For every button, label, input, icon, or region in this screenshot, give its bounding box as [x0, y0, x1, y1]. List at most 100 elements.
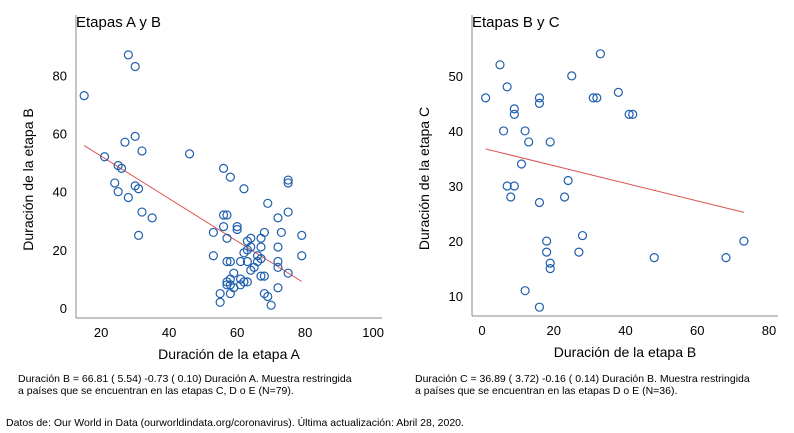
- y-tick-label: 30: [449, 179, 463, 194]
- data-point: [273, 242, 283, 252]
- data-point: [232, 224, 242, 235]
- data-point: [509, 181, 519, 191]
- y-tick-label: 0: [60, 301, 67, 316]
- data-point: [297, 251, 307, 261]
- data-point: [184, 149, 195, 159]
- data-point: [498, 126, 509, 136]
- data-point: [263, 198, 273, 208]
- data-point: [506, 192, 516, 202]
- data-point: [516, 159, 527, 169]
- data-point: [218, 163, 229, 174]
- y-tick-label: 40: [53, 185, 67, 200]
- x-tick-label: 100: [362, 325, 384, 340]
- data-point: [133, 230, 144, 240]
- data-point: [225, 256, 235, 267]
- data-point: [542, 247, 552, 257]
- chart-title: Etapas B y C: [472, 14, 560, 31]
- data-point: [297, 230, 307, 240]
- data-point: [113, 187, 123, 197]
- y-tick-label: 20: [449, 234, 463, 249]
- data-point: [559, 192, 570, 202]
- data-point: [502, 181, 512, 191]
- data-point: [574, 247, 584, 257]
- data-point: [283, 175, 293, 185]
- data-point: [563, 175, 573, 186]
- data-point: [502, 82, 512, 92]
- data-point: [123, 50, 133, 60]
- data-point: [283, 268, 293, 278]
- x-tick-label: 40: [618, 323, 632, 338]
- data-point: [283, 178, 293, 188]
- data-point: [218, 222, 229, 232]
- data-point: [266, 300, 276, 310]
- data-point: [263, 291, 273, 302]
- data-point: [520, 126, 530, 136]
- x-tick-label: 40: [162, 325, 176, 340]
- y-tick-label: 10: [449, 289, 463, 304]
- x-tick-label: 80: [298, 325, 312, 340]
- data-point: [273, 283, 283, 293]
- data-point: [256, 271, 266, 281]
- data-point: [256, 242, 266, 252]
- y-axis-title: Duración de la etapa B: [20, 108, 36, 250]
- source-note: Datos de: Our World in Data (ourworldind…: [6, 417, 464, 429]
- data-point: [137, 207, 147, 217]
- data-point: [218, 210, 229, 220]
- data-point: [273, 256, 283, 267]
- x-tick-label: 80: [762, 323, 776, 338]
- data-point: [133, 184, 144, 194]
- data-point: [542, 236, 552, 246]
- caption-right: Duración C = 36.89 ( 3.72) -0.16 ( 0.14)…: [415, 373, 794, 397]
- data-point: [242, 256, 252, 267]
- data-point: [534, 197, 545, 208]
- data-point: [130, 61, 140, 72]
- y-tick-label: 20: [53, 243, 67, 258]
- data-point: [242, 245, 252, 255]
- chart-title: Etapas A y B: [76, 14, 161, 31]
- y-tick-label: 40: [449, 124, 463, 139]
- data-point: [524, 137, 534, 147]
- regression-line: [83, 145, 303, 282]
- data-point: [624, 109, 634, 120]
- data-point: [222, 210, 232, 220]
- caption-left: Duración B = 66.81 ( 5.54) -0.73 ( 0.10)…: [18, 373, 396, 397]
- data-point: [577, 230, 588, 241]
- data-point: [567, 71, 577, 81]
- data-point: [215, 297, 225, 307]
- data-point: [242, 277, 252, 287]
- data-point: [208, 251, 218, 261]
- data-point: [509, 109, 519, 120]
- data-point: [628, 109, 638, 120]
- x-axis-title: Duración de la etapa A: [158, 346, 300, 362]
- data-point: [509, 104, 519, 114]
- data-point: [222, 256, 232, 267]
- data-point: [147, 213, 157, 223]
- y-tick-label: 50: [449, 69, 463, 84]
- data-point: [225, 172, 235, 182]
- data-point: [276, 227, 286, 238]
- y-tick-label: 80: [53, 68, 67, 83]
- data-point: [739, 236, 749, 246]
- data-point: [283, 207, 293, 217]
- data-point: [99, 152, 110, 162]
- data-point: [545, 137, 555, 147]
- y-axis-title: Duración de la etapa C: [416, 107, 432, 250]
- data-point: [545, 258, 555, 268]
- data-point: [721, 253, 731, 263]
- regression-line: [485, 148, 745, 213]
- x-tick-label: 60: [690, 323, 704, 338]
- data-point: [215, 288, 225, 299]
- x-tick-label: 0: [478, 323, 485, 338]
- caption-left-line1: Duración B = 66.81 ( 5.54) -0.73 ( 0.10)…: [18, 373, 352, 385]
- data-point: [495, 60, 505, 70]
- data-point: [110, 178, 120, 188]
- x-tick-label: 60: [230, 325, 244, 340]
- data-point: [232, 222, 242, 232]
- data-point: [259, 271, 269, 281]
- data-point: [613, 87, 623, 97]
- data-point: [246, 233, 256, 243]
- data-point: [534, 302, 545, 312]
- x-tick-label: 20: [94, 325, 108, 340]
